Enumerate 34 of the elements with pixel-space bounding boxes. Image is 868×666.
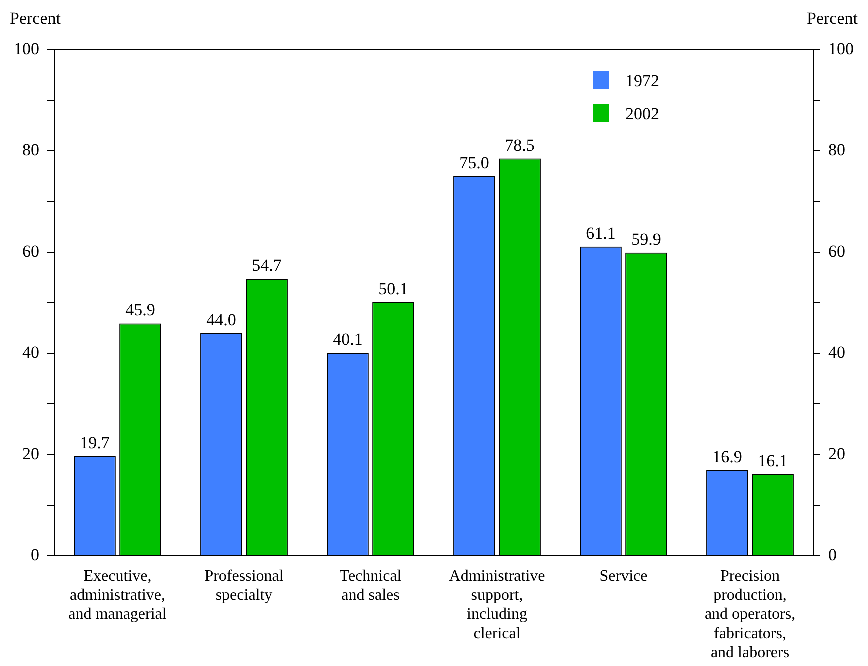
x-tick-label: Technical and sales [340,568,402,604]
data-label: 78.5 [505,136,535,155]
y-tick-label: 0 [31,545,40,564]
y-tick-label: 80 [22,140,40,160]
y-tick-label: 20 [22,444,40,464]
data-label: 16.1 [758,452,788,471]
data-label: 45.9 [126,300,156,320]
y-tick-label: 60 [22,242,40,261]
x-tick-label: Precision production, and operators, fabricators, and laborers [704,568,796,662]
data-label: 19.7 [80,433,110,452]
data-label: 75.0 [460,153,490,172]
x-tick-label: Administrative support, including clerical [449,568,546,642]
data-label: 40.1 [333,330,363,350]
data-label: 50.1 [378,279,408,298]
x-tick-label: Service [600,568,648,585]
data-label: 54.7 [252,256,282,276]
legend-label: 2002 [626,104,660,124]
y-tick-label: 100 [14,39,40,58]
data-label: 44.0 [206,310,236,330]
data-label: 16.9 [712,447,742,466]
y2-tick-label: 100 [828,39,854,58]
x-tick-label: Executive, administrative, and managerial [68,568,168,624]
y2-tick-label: 80 [828,140,846,160]
y-axis-title: Percent [10,9,62,28]
data-label: 59.9 [632,230,662,249]
legend-label: 1972 [626,71,660,90]
y2-tick-label: 40 [828,343,846,362]
y2-tick-label: 20 [828,444,846,464]
x-tick-label: Professional specialty [204,568,284,604]
y2-axis-title: Percent [807,9,858,28]
data-label: 61.1 [586,224,616,243]
y-tick-label: 40 [22,343,40,362]
y2-tick-label: 0 [828,545,837,564]
y2-tick-label: 60 [828,242,846,261]
